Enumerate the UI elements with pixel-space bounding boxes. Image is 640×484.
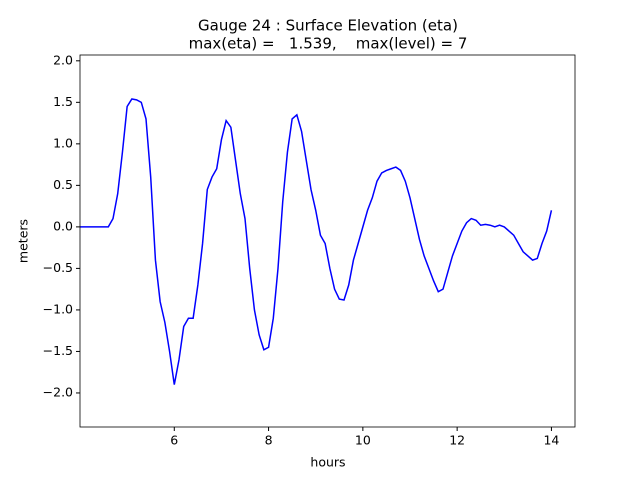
x-tick-label: 14 <box>543 433 559 448</box>
chart-title: Gauge 24 : Surface Elevation (eta) <box>198 17 458 35</box>
y-axis-label: meters <box>16 219 31 263</box>
y-tick-label: −2.0 <box>43 384 73 399</box>
x-axis-label: hours <box>310 455 345 470</box>
y-tick-label: 0.0 <box>53 218 73 233</box>
y-tick-label: −1.5 <box>43 343 73 358</box>
line-series <box>80 98 553 385</box>
y-tick-label: 1.5 <box>53 94 73 109</box>
y-tick-label: 2.0 <box>53 52 73 67</box>
y-tick-label: 0.5 <box>53 177 73 192</box>
x-tick-label: 8 <box>265 433 273 448</box>
y-tick-label: −0.5 <box>43 260 73 275</box>
y-tick-label: 1.0 <box>53 135 73 150</box>
chart-subtitle: max(eta) = 1.539, max(level) = 7 <box>189 35 468 53</box>
y-tick-label: −1.0 <box>43 301 73 316</box>
plot-frame <box>79 54 576 428</box>
x-tick-label: 10 <box>355 433 371 448</box>
x-tick-label: 12 <box>449 433 465 448</box>
x-tick-label: 6 <box>170 433 178 448</box>
